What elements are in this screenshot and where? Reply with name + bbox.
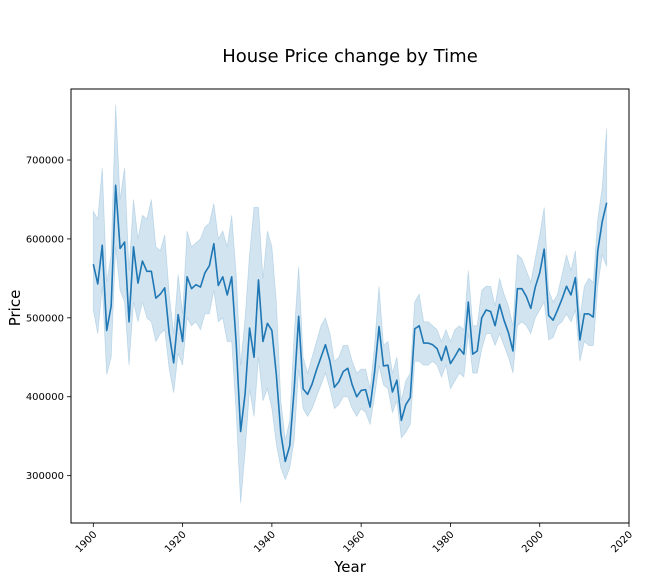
chart-title: House Price change by Time: [222, 46, 478, 67]
series-line: [92, 184, 608, 463]
x-tick-label: 2000: [520, 529, 546, 555]
x-tick-label: 1960: [342, 529, 368, 555]
y-tick-label: 600000: [26, 234, 64, 245]
x-tick-label: 2020: [609, 529, 635, 555]
y-tick-label: 400000: [26, 392, 64, 403]
x-tick-label: 1940: [252, 529, 278, 555]
y-tick-label: 300000: [26, 471, 64, 482]
x-tick-label: 1900: [74, 529, 100, 555]
x-tick-label: 1920: [163, 529, 189, 555]
x-axis-label: Year: [333, 558, 367, 576]
y-tick-label: 700000: [26, 156, 64, 167]
x-tick-label: 1980: [431, 529, 457, 555]
y-axis-label: Price: [6, 290, 24, 327]
y-axis: 300000 400000 500000 600000 700000: [26, 156, 71, 482]
plot-frame: [70, 88, 630, 524]
x-axis: 1900 1920 1940 1960 1980 2000 2020: [74, 523, 635, 555]
y-tick-label: 500000: [26, 313, 64, 324]
confidence-band: [92, 104, 608, 504]
plot-area: [92, 104, 608, 504]
